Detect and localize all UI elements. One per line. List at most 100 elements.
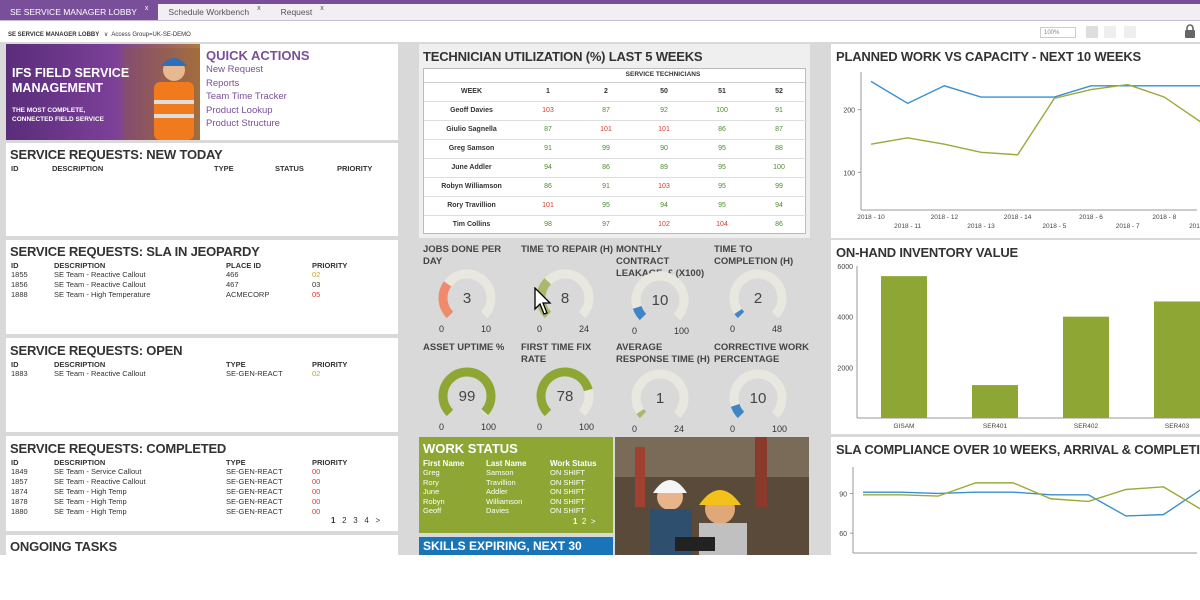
toolbar-button-icon[interactable] [1124, 26, 1136, 38]
close-icon[interactable]: x [320, 5, 324, 12]
x-tick-label: 2018 - 12 [931, 214, 959, 221]
group-header: SERVICE TECHNICIANS [625, 71, 701, 78]
promo-banner[interactable]: IFS FIELD SERVICE MANAGEMENT THE MOST CO… [6, 44, 200, 140]
cell-status: ON SHIFT [550, 487, 585, 497]
utilization-value: 95 [718, 164, 726, 171]
kpi-gauge[interactable]: TIME TO COMPLETION (H) 2 0 48 [714, 242, 818, 338]
gauge-min: 0 [632, 326, 638, 336]
skills-expiring-panel[interactable]: SKILLS EXPIRING, NEXT 30 DAYS [419, 537, 613, 571]
lobby-toolbar [0, 22, 1200, 42]
close-icon[interactable]: x [257, 5, 261, 12]
gauge-max: 10 [481, 324, 492, 334]
gauge-value: 3 [463, 290, 471, 307]
kpi-gauge[interactable]: FIRST TIME FIX RATE 78 0 100 [521, 340, 625, 436]
kpi-gauge[interactable]: AVERAGE RESPONSE TIME (H) 1 0 24 [616, 340, 720, 436]
technician-name: Tim Collins [452, 221, 491, 228]
utilization-value: 101 [600, 126, 612, 133]
x-tick-label: 2018 - 7 [1116, 223, 1140, 230]
completed-requests-panel: SERVICE REQUESTS: COMPLETED ID DESCRIPTI… [6, 436, 398, 531]
column-header[interactable]: ID [11, 458, 19, 467]
column-header[interactable]: PRIORITY [312, 261, 348, 270]
gauge-max: 24 [579, 324, 590, 334]
gauge-fill [438, 367, 496, 417]
quick-action-reports[interactable]: Reports [206, 77, 240, 89]
column-header[interactable]: DESCRIPTION [54, 458, 106, 467]
y-tick-label: 90 [839, 491, 847, 498]
quick-action-team-time-tracker[interactable]: Team Time Tracker [206, 91, 287, 102]
next-page-link[interactable]: > [590, 517, 596, 526]
column-header[interactable]: TYPE [214, 164, 234, 173]
page-link[interactable]: 1 [573, 517, 578, 526]
chevron-down-icon[interactable]: ∨ [103, 32, 109, 38]
close-icon[interactable]: x [144, 5, 149, 12]
gauge-dial: 78 [536, 367, 594, 417]
column-header[interactable]: ID [11, 164, 19, 173]
page-link[interactable]: 3 [353, 516, 358, 525]
utilization-value: 87 [602, 107, 610, 114]
column-header[interactable]: ID [11, 360, 19, 369]
column-header[interactable]: STATUS [275, 164, 304, 173]
column-header[interactable]: Last Name [486, 459, 527, 468]
first-name-list: Greg Rory June Robyn Geoff [423, 468, 445, 516]
gauge-track [631, 369, 689, 419]
tab-schedule-workbench[interactable]: Schedule Workbench x [158, 4, 270, 20]
column-header[interactable]: First Name [423, 459, 465, 468]
last-name-list: Samson Travillion Addler Williamson Davies [486, 468, 522, 516]
utilization-value: 87 [544, 126, 552, 133]
kpi-gauge[interactable]: JOBS DONE PER DAY 3 0 10 [423, 242, 527, 338]
tab-service-manager-lobby[interactable]: SE SERVICE MANAGER LOBBY x [0, 4, 159, 20]
gauge-dial: 1 [631, 369, 689, 419]
kpi-gauge[interactable]: ASSET UPTIME % 99 0 100 [423, 340, 527, 436]
cell-place: 466 [226, 270, 239, 279]
column-header[interactable]: PRIORITY [337, 164, 373, 173]
column-header[interactable]: DESCRIPTION [54, 360, 106, 369]
gauge-value: 78 [557, 388, 574, 405]
panel-title: SERVICE REQUESTS: COMPLETED [10, 441, 227, 456]
y-tick-label: 6000 [837, 264, 853, 271]
inventory-chart: 2000 4000 6000 GISAM SER401 SER402 SER403 [837, 264, 1200, 430]
page-link[interactable]: 2 [581, 517, 587, 526]
column-header[interactable]: TYPE [226, 458, 246, 467]
gauge-dial: 2 [729, 269, 787, 319]
table-row[interactable]: Geoff Davies 103 87 92 100 91 [424, 101, 807, 120]
kpi-gauge[interactable]: CORRECTIVE WORK PERCENTAGE 10 0 100 [714, 340, 818, 436]
table-row[interactable]: Giulio Sagnella 87 101 101 86 87 [424, 120, 807, 139]
page-link[interactable]: 2 [342, 516, 347, 525]
table-row[interactable]: June Addler 94 86 89 95 100 [424, 158, 807, 177]
gauge-title: ASSET UPTIME % [423, 342, 505, 353]
table-row[interactable]: Rory Travillion 101 95 94 95 94 [424, 196, 807, 215]
kpi-gauges-panel [419, 240, 810, 434]
kpi-gauge[interactable]: MONTHLY CONTRACT LEAKAGE, £ (X100) 10 0 100 [616, 242, 720, 338]
cell-type: SE-GEN-REACT [226, 507, 283, 516]
column-header[interactable]: PRIORITY [312, 360, 348, 369]
table-row[interactable]: Greg Samson 91 99 90 95 88 [424, 139, 807, 158]
gauge-min: 0 [730, 424, 736, 434]
tab-label: SE SERVICE MANAGER LOBBY [10, 7, 137, 17]
next-page-link[interactable]: > [375, 516, 381, 525]
table-row[interactable]: Tim Collins 98 97 102 104 86 [424, 215, 807, 234]
page-link[interactable]: 1 [331, 516, 336, 525]
toolbar-button-icon[interactable] [1086, 26, 1098, 38]
gauge-dial: 10 [631, 271, 689, 321]
column-header[interactable]: TYPE [226, 360, 246, 369]
lock-icon[interactable] [1184, 24, 1196, 38]
column-header[interactable]: DESCRIPTION [52, 164, 104, 173]
column-header[interactable]: DESCRIPTION [54, 261, 106, 270]
gauge-fill [734, 308, 745, 319]
column-header[interactable]: ID [11, 261, 19, 270]
table-row[interactable]: Robyn Williamson 86 91 103 95 99 [424, 177, 807, 196]
quick-action-product-structure[interactable]: Product Structure [206, 118, 280, 129]
cell-type: SE-GEN-REACT [226, 369, 283, 378]
quick-action-product-lookup[interactable]: Product Lookup [206, 104, 273, 116]
cell-last-name: Samson [486, 468, 514, 477]
column-header[interactable]: Work Status [550, 459, 597, 468]
column-header[interactable]: PLACE ID [226, 261, 262, 270]
toolbar-button-icon[interactable] [1104, 26, 1116, 38]
quick-action-new-request[interactable]: New Request [206, 64, 264, 75]
page-link[interactable]: 4 [364, 516, 369, 525]
column-header[interactable]: PRIORITY [312, 458, 348, 467]
tab-request[interactable]: Request x [271, 4, 334, 20]
cell-last-name: Williamson [486, 496, 523, 506]
zoom-select[interactable]: 100% [1040, 27, 1076, 38]
breadcrumb-group[interactable]: Access Group=UK-SE-DEMO [111, 32, 191, 38]
